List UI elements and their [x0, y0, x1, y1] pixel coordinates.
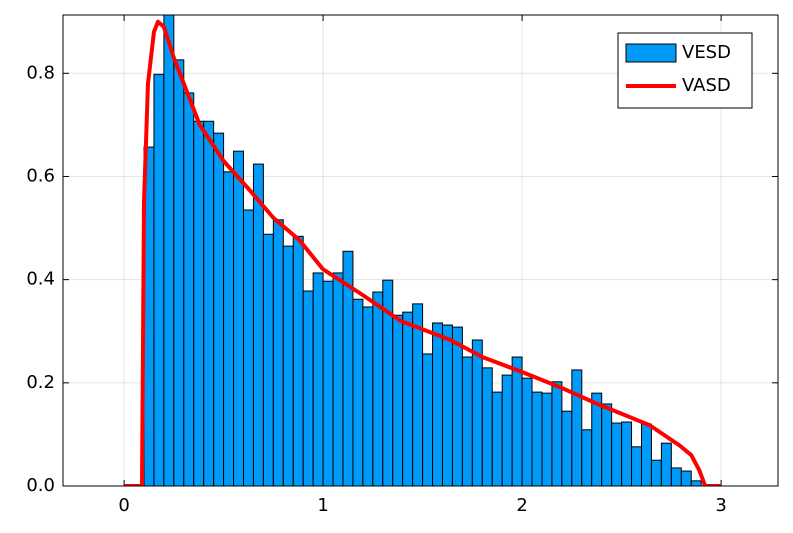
bar	[292, 235, 304, 486]
bar	[511, 356, 523, 486]
bar	[242, 209, 254, 486]
x-tick-label: 3	[715, 495, 726, 516]
bar	[690, 480, 702, 486]
bar	[372, 291, 384, 486]
bar	[561, 410, 573, 486]
bar	[541, 392, 553, 486]
bar	[461, 356, 473, 486]
bar	[302, 290, 314, 486]
bar	[422, 353, 434, 486]
bar	[621, 421, 633, 486]
bar	[203, 120, 215, 486]
bar	[501, 374, 513, 486]
bar	[183, 92, 195, 486]
bar	[601, 403, 613, 486]
bar	[262, 233, 274, 486]
plot-area	[124, 15, 722, 486]
bar	[521, 377, 533, 486]
y-tick-label: 0.4	[26, 269, 55, 290]
bar	[193, 120, 205, 486]
bar	[571, 369, 583, 486]
bar	[173, 59, 185, 486]
bar	[432, 322, 443, 486]
y-tick-label: 0.6	[26, 165, 55, 186]
y-tick-label: 0.8	[26, 62, 55, 83]
legend-swatch	[625, 43, 677, 63]
bar	[322, 280, 334, 486]
bar	[631, 446, 642, 486]
bar	[680, 470, 692, 486]
x-tick-label: 1	[317, 495, 328, 516]
bar	[611, 422, 623, 486]
bar	[650, 459, 662, 486]
plot-frame	[62, 14, 779, 487]
bar	[252, 163, 264, 486]
legend-label: VASD	[682, 75, 731, 96]
bar	[451, 326, 463, 486]
bar	[551, 381, 563, 486]
bar	[670, 467, 682, 486]
bar	[531, 391, 543, 486]
y-tick-label: 0.2	[26, 372, 55, 393]
bar	[491, 391, 503, 486]
x-tick-label: 2	[516, 495, 527, 516]
bar	[481, 367, 493, 486]
bar	[352, 298, 364, 486]
bar	[233, 150, 244, 486]
bar	[441, 324, 453, 486]
bar	[392, 314, 404, 486]
bar	[412, 303, 424, 486]
bar	[332, 272, 344, 486]
bar	[312, 272, 324, 486]
bar	[272, 219, 284, 486]
bar	[163, 15, 175, 486]
bar	[223, 171, 235, 486]
bar	[362, 306, 374, 486]
bar	[213, 132, 225, 486]
bar	[282, 245, 294, 486]
legend-label: VESD	[682, 42, 731, 63]
bar	[660, 442, 672, 486]
line	[124, 19, 722, 486]
y-tick-label: 0.0	[26, 475, 55, 496]
bar	[402, 311, 414, 486]
bar	[153, 73, 165, 486]
x-tick-label: 0	[118, 495, 129, 516]
bar	[471, 339, 483, 486]
bar	[581, 429, 593, 486]
bar	[640, 423, 652, 486]
